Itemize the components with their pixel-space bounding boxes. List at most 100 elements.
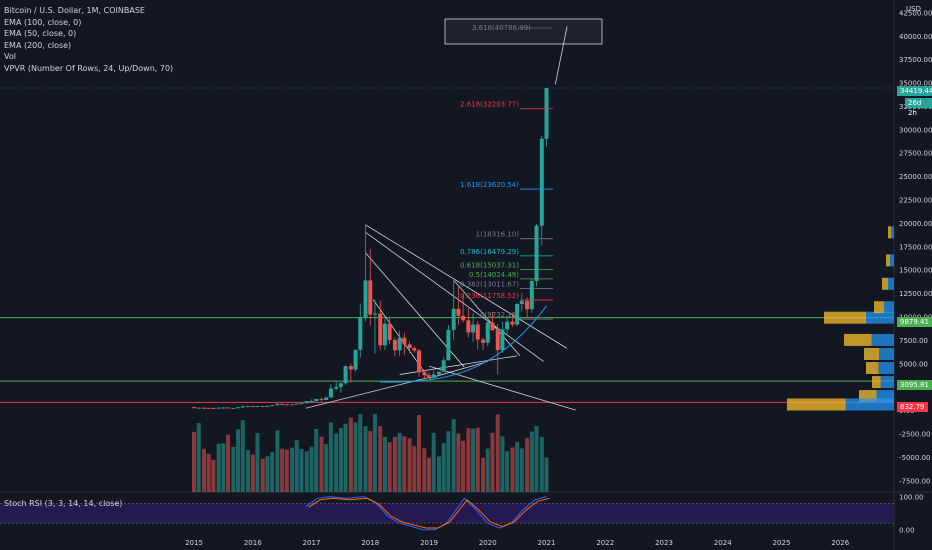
candle-body xyxy=(392,340,397,351)
stoch-rsi-d-line xyxy=(308,497,550,529)
trend-line xyxy=(365,231,544,362)
candle-body xyxy=(417,350,422,373)
volume-bar xyxy=(446,431,451,492)
volume-bar xyxy=(525,438,530,492)
candle-body xyxy=(525,301,530,310)
volume-bar xyxy=(505,451,510,492)
y-tick-label: -5000.00 xyxy=(899,454,930,462)
indicator-ema-200[interactable]: EMA (200, close) xyxy=(4,40,72,50)
vpvr-bar xyxy=(866,362,879,375)
volume-bar xyxy=(544,457,549,492)
candle-body xyxy=(378,313,383,346)
y-tick-label: 37500.00 xyxy=(899,56,932,64)
volume-bar xyxy=(196,423,201,492)
candle-body xyxy=(485,322,490,343)
x-tick-label: 2015 xyxy=(185,539,203,547)
candle-body xyxy=(192,407,196,409)
volume-bar xyxy=(534,425,539,492)
candle-body xyxy=(284,404,289,406)
volume-bar xyxy=(407,438,412,492)
volume-bar xyxy=(284,449,289,492)
vpvr-bar xyxy=(891,226,894,239)
candle-body xyxy=(481,339,486,343)
vpvr-bar xyxy=(845,398,894,411)
candle-body xyxy=(309,401,314,403)
symbol-title[interactable]: Bitcoin / U.S. Dollar, 1M, COINBASE xyxy=(4,6,145,15)
fib-label: 0.236(11758.52) xyxy=(460,292,519,300)
indicator-ema-100[interactable]: EMA (100, close, 0) xyxy=(4,17,82,27)
y-tick-label: 25000.00 xyxy=(899,173,932,181)
volume-bar xyxy=(328,422,333,492)
volume-bar xyxy=(353,422,358,492)
indicator-ema-50[interactable]: EMA (50, close, 0) xyxy=(4,29,77,39)
trend-line xyxy=(428,361,488,379)
candle-body xyxy=(475,324,480,340)
trend-line xyxy=(365,224,568,349)
indicator-vol[interactable]: Vol xyxy=(4,52,16,62)
indicator-vpvr[interactable]: VPVR (Number Of Rows, 24, Up/Down, 70) xyxy=(4,63,174,73)
rsi-tick-label: 0.00 xyxy=(899,527,915,535)
volume-bar xyxy=(280,448,285,492)
volume-bar xyxy=(427,457,431,492)
candle-body xyxy=(451,308,456,330)
candle-body xyxy=(324,397,329,401)
volume-bar xyxy=(240,420,245,492)
vpvr-bar xyxy=(866,311,894,324)
vpvr-bar xyxy=(872,376,881,389)
volume-bar xyxy=(358,414,363,492)
volume-bar xyxy=(402,436,407,492)
candle-body xyxy=(539,138,544,226)
candle-body xyxy=(201,407,206,409)
y-tick-label: 7500.00 xyxy=(899,337,928,345)
y-tick-label: 22500.00 xyxy=(899,197,932,205)
x-tick-label: 2024 xyxy=(714,539,732,547)
volume-bar xyxy=(466,428,471,492)
trend-line xyxy=(428,365,576,411)
volume-bar xyxy=(515,441,520,492)
x-tick-label: 2019 xyxy=(420,539,438,547)
candle-body xyxy=(299,403,304,405)
candle-body xyxy=(387,323,392,341)
fib-label: 0.5(14024.49) xyxy=(469,271,519,279)
candle-body xyxy=(250,406,255,408)
fib-label: 0.618(15037.31) xyxy=(460,261,519,269)
volume-bar xyxy=(201,448,206,492)
vpvr-bar xyxy=(879,347,894,360)
candle-body xyxy=(427,375,431,379)
y-tick-label: -7500.00 xyxy=(899,477,930,485)
candle-body xyxy=(422,372,427,376)
candle-body xyxy=(246,406,251,408)
candle-body xyxy=(216,407,221,409)
volume-bar xyxy=(236,429,241,492)
x-tick-label: 2025 xyxy=(773,539,791,547)
candle-body xyxy=(505,321,510,330)
stoch-rsi-title[interactable]: Stoch RSI (3, 3, 14, 14, close) xyxy=(4,499,123,508)
x-tick-label: 2020 xyxy=(479,539,497,547)
volume-bar xyxy=(529,431,534,492)
red-level-tag: 832.79 xyxy=(897,402,928,412)
trend-line xyxy=(305,376,430,409)
candle-body xyxy=(382,323,387,346)
volume-bar xyxy=(392,436,397,492)
volume-bar xyxy=(221,443,226,492)
fib-label: 0.786(16479.29) xyxy=(460,248,519,256)
vpvr-bar xyxy=(874,301,884,314)
candle-body xyxy=(466,320,471,333)
candle-body xyxy=(343,366,348,384)
candle-body xyxy=(397,337,402,351)
x-tick-label: 2023 xyxy=(655,539,673,547)
candle-body xyxy=(328,388,333,398)
fib-label: 2.618(32203.77) xyxy=(460,101,519,109)
candle-body xyxy=(529,280,534,310)
y-tick-label: 20000.00 xyxy=(899,220,932,228)
candle-body xyxy=(372,313,377,315)
y-tick-label: 5000.00 xyxy=(899,360,928,368)
vpvr-bar xyxy=(824,311,866,324)
candle-body xyxy=(446,329,451,361)
volume-bar xyxy=(211,459,216,492)
volume-bar xyxy=(461,440,466,492)
currency-label: USD xyxy=(906,5,921,13)
candle-body xyxy=(471,324,476,333)
